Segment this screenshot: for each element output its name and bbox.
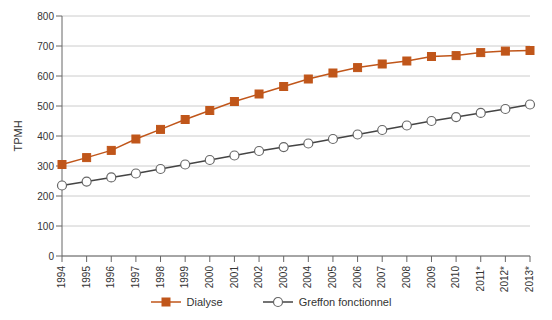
svg-text:600: 600 [37,71,54,82]
svg-text:2013*: 2013* [524,266,535,292]
svg-text:500: 500 [37,101,54,112]
svg-text:0: 0 [48,251,54,262]
svg-text:2004: 2004 [302,266,313,289]
svg-text:2008: 2008 [401,266,412,289]
svg-text:1997: 1997 [130,266,141,289]
svg-text:700: 700 [37,41,54,52]
svg-text:1996: 1996 [105,266,116,289]
svg-text:100: 100 [37,221,54,232]
svg-text:2009: 2009 [426,266,437,289]
svg-text:1998: 1998 [155,266,166,289]
svg-text:2012*: 2012* [499,266,510,292]
svg-text:1999: 1999 [179,266,190,289]
svg-text:TPMH: TPMH [12,120,24,151]
svg-text:1994: 1994 [56,266,67,289]
svg-text:2005: 2005 [327,266,338,289]
html-text:Greffon fonctionnel: Greffon fonctionnel [298,296,392,308]
svg-text:400: 400 [37,131,54,142]
svg-text:2010: 2010 [450,266,461,289]
svg-text:2007: 2007 [376,266,387,289]
svg-text:200: 200 [37,191,54,202]
svg-text:300: 300 [37,161,54,172]
html-text:Dialyse: Dialyse [186,296,223,308]
svg-text:2002: 2002 [253,266,264,289]
svg-text:800: 800 [37,11,54,22]
svg-text:2000: 2000 [204,266,215,289]
svg-text:2006: 2006 [352,266,363,289]
svg-text:2011*: 2011* [475,266,486,292]
svg-text:2003: 2003 [278,266,289,289]
svg-text:2001: 2001 [229,266,240,289]
svg-text:1995: 1995 [81,266,92,289]
